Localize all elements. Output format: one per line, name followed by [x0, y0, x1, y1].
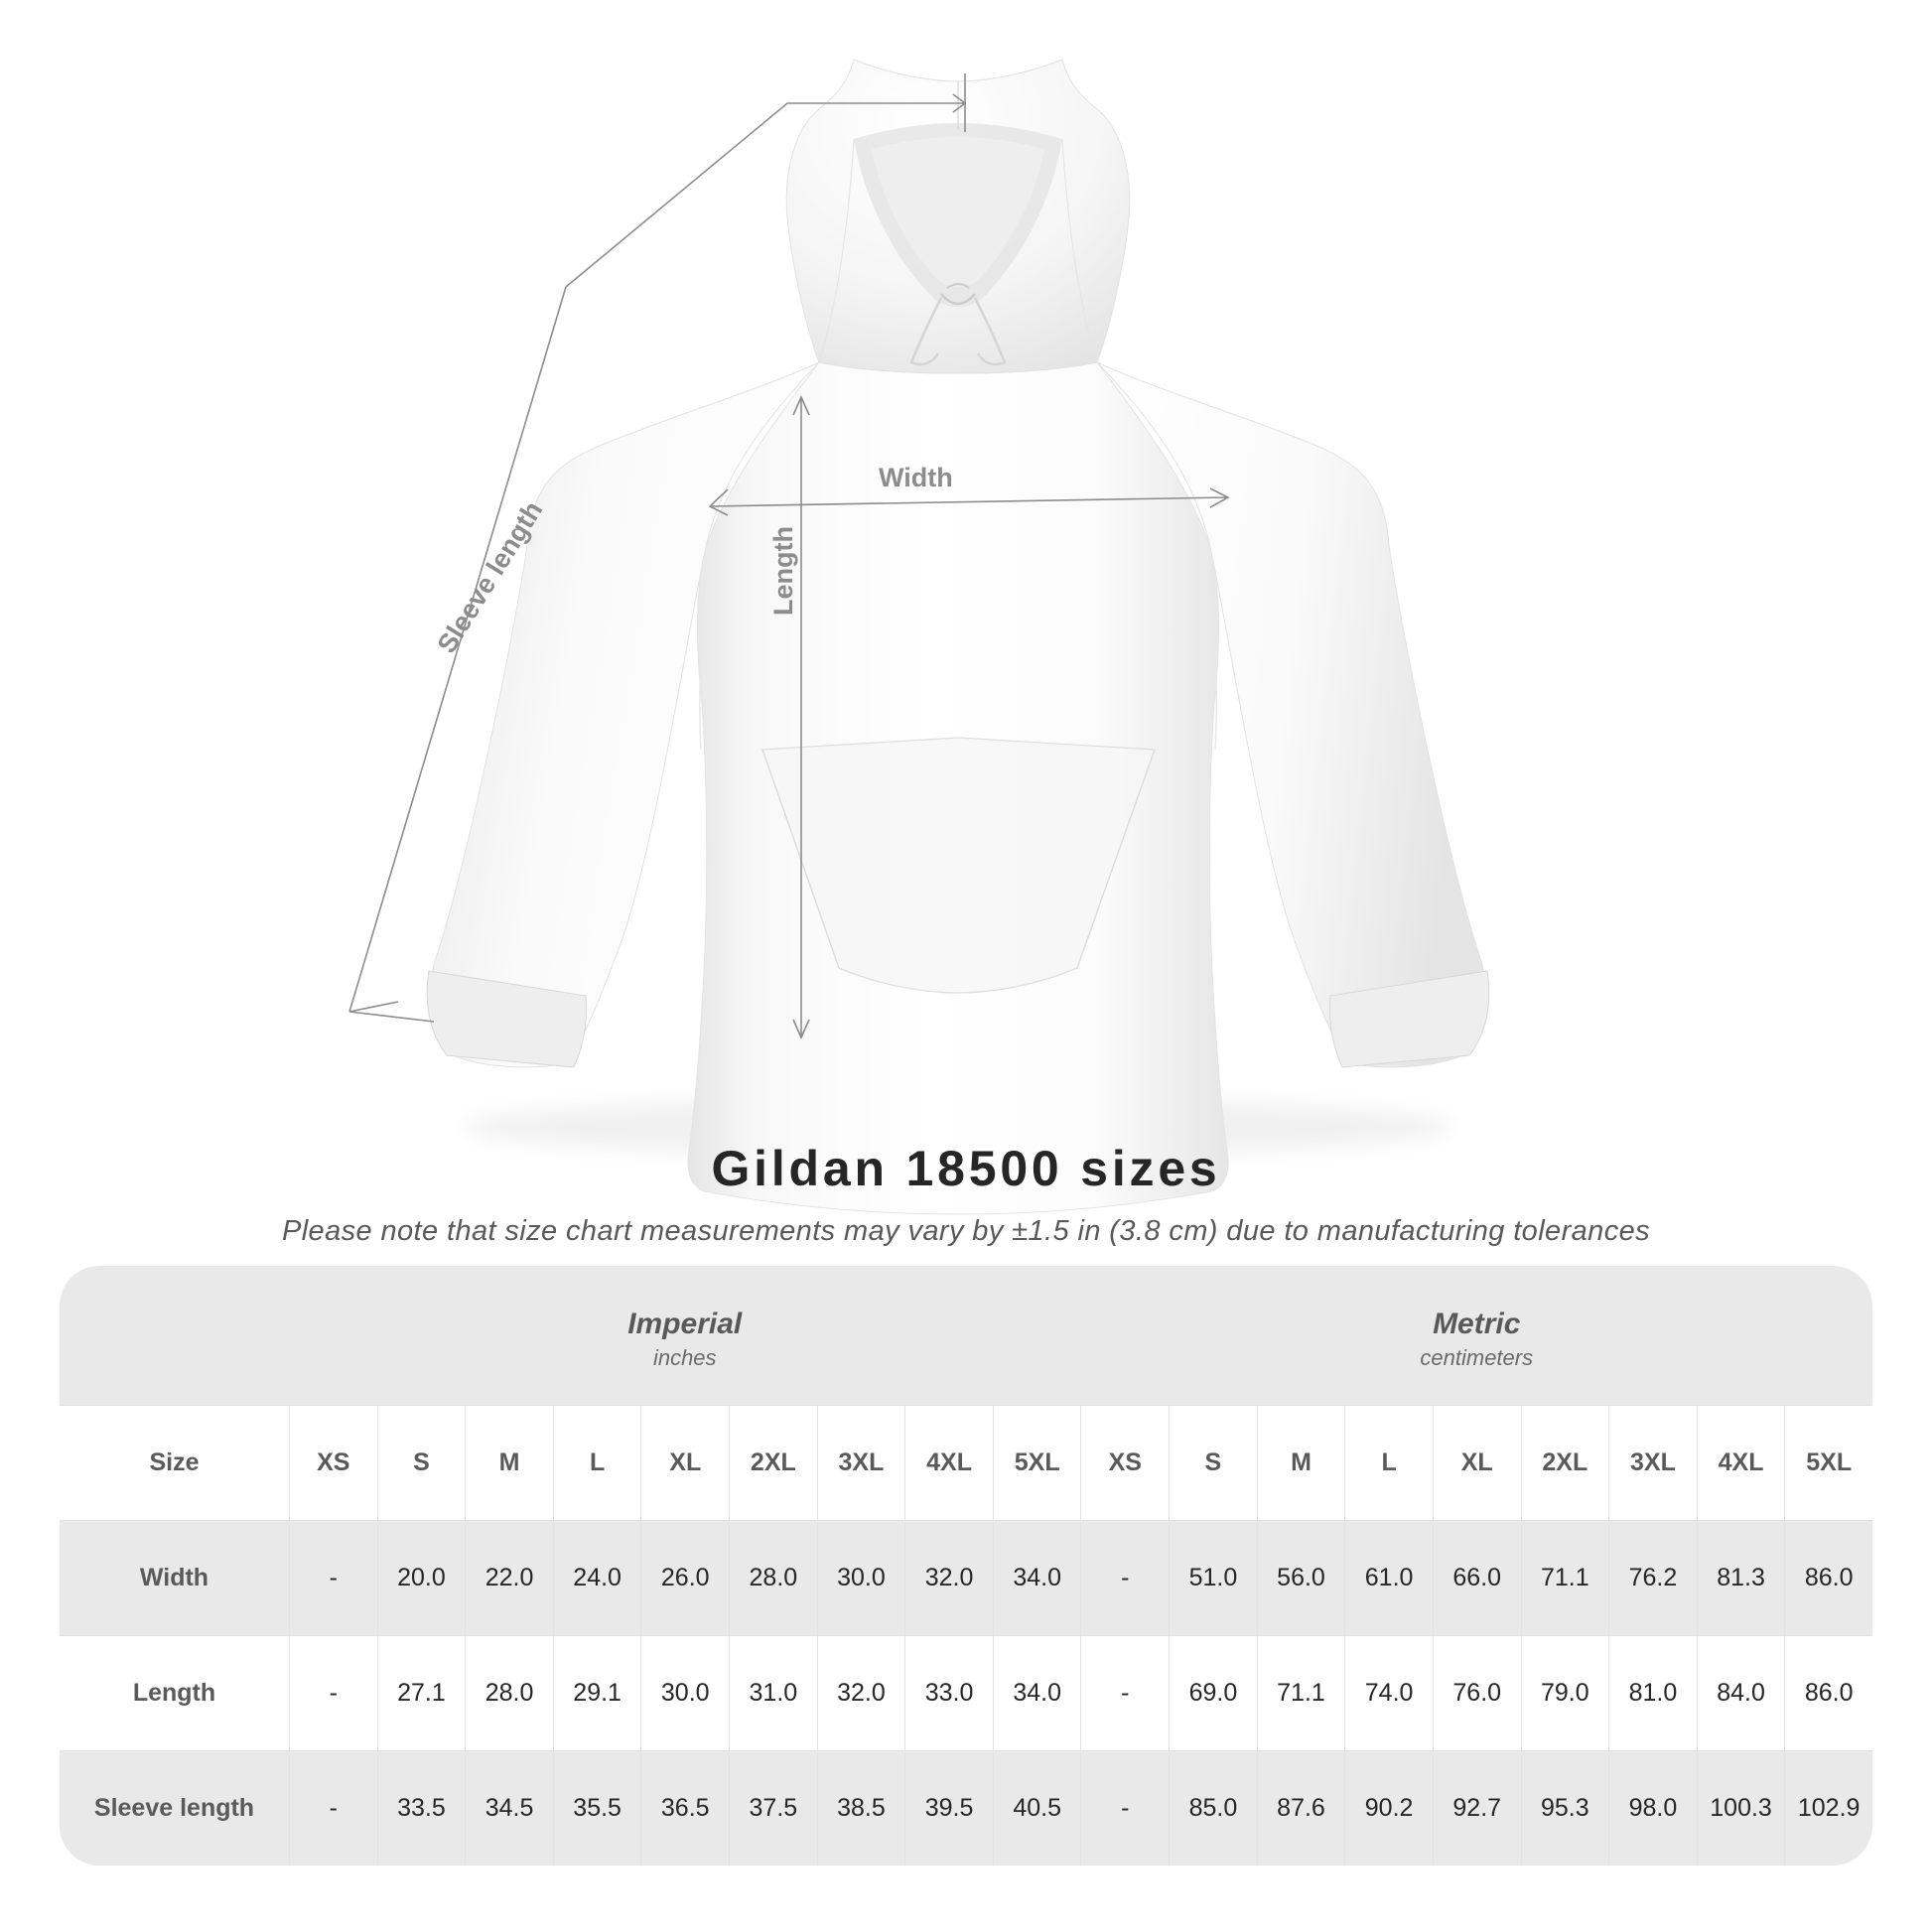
svg-text:Width: Width: [879, 463, 953, 492]
svg-text:Length: Length: [768, 526, 798, 616]
